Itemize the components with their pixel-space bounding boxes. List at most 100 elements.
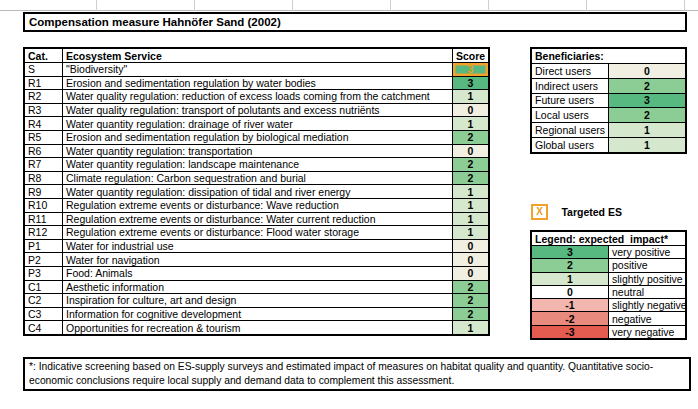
cat-cell[interactable]: R5 — [24, 130, 63, 144]
legend-row: 3very positive — [531, 246, 686, 259]
legend-label-cell[interactable]: neutral — [609, 285, 687, 298]
score-cell[interactable]: 3 — [453, 76, 490, 90]
cat-cell[interactable]: R1 — [24, 76, 63, 90]
service-cell[interactable]: Erosion and sedimentation regulation by … — [63, 130, 453, 144]
beneficiary-score-cell[interactable]: 0 — [609, 64, 687, 79]
legend-title[interactable]: Legend: expected impact* — [531, 231, 686, 246]
cat-cell[interactable]: R3 — [24, 103, 63, 117]
service-cell[interactable]: Erosion and sedimentation regulation by … — [63, 76, 453, 90]
score-cell[interactable]: 1 — [453, 212, 490, 226]
service-cell[interactable]: Inspiration for culture, art and design — [63, 294, 453, 308]
score-cell[interactable]: 2 — [453, 130, 490, 144]
col-header-service[interactable]: Ecosystem Service — [63, 48, 453, 63]
col-header-cat[interactable]: Cat. — [24, 48, 63, 63]
cat-cell[interactable]: R9 — [24, 185, 63, 199]
service-cell[interactable]: Information for cognitive development — [63, 307, 453, 321]
cat-cell[interactable]: C2 — [24, 294, 63, 308]
beneficiaries-title[interactable]: Beneficiaries: — [531, 48, 686, 64]
score-cell[interactable]: 1 — [453, 90, 490, 104]
score-cell[interactable]: 1 — [453, 185, 490, 199]
service-cell[interactable]: Water quantity regulation: landscape mai… — [63, 158, 453, 172]
cat-cell[interactable]: R6 — [24, 144, 63, 158]
score-cell[interactable]: 0 — [453, 144, 490, 158]
score-cell[interactable]: 2 — [453, 294, 490, 308]
service-cell[interactable]: Regulation extreme events or disturbance… — [63, 198, 453, 212]
score-cell[interactable]: 0 — [453, 253, 490, 267]
service-cell[interactable]: Water quantity regulation: drainage of r… — [63, 117, 453, 131]
beneficiary-label-cell[interactable]: Future users — [531, 93, 609, 108]
cat-cell[interactable]: R2 — [24, 90, 63, 104]
service-cell[interactable]: Water quantity regulation: dissipation o… — [63, 185, 453, 199]
service-cell[interactable]: Opportunities for recreation & tourism — [63, 321, 453, 335]
score-cell[interactable]: 2 — [453, 307, 490, 321]
score-cell[interactable]: 0 — [453, 239, 490, 253]
beneficiary-label-cell[interactable]: Direct users — [531, 64, 609, 79]
title-box[interactable]: Compensation measure Hahnöfer Sand (2002… — [23, 12, 687, 32]
cat-cell[interactable]: R7 — [24, 158, 63, 172]
service-cell[interactable]: Aesthetic information — [63, 280, 453, 294]
score-cell[interactable]: 2 — [453, 171, 490, 185]
legend-value-chip[interactable]: -2 — [531, 312, 609, 325]
score-cell[interactable]: 1 — [453, 117, 490, 131]
legend-label-cell[interactable]: slightly positive — [609, 272, 687, 285]
service-cell[interactable]: Food: Animals — [63, 266, 453, 280]
score-cell[interactable]: 3 — [453, 63, 490, 77]
beneficiaries-table: Beneficiaries: Direct users0Indirect use… — [530, 47, 687, 154]
beneficiary-score-cell[interactable]: 2 — [609, 78, 687, 93]
cat-cell[interactable]: R12 — [24, 226, 63, 240]
table-row: C4Opportunities for recreation & tourism… — [24, 321, 489, 335]
table-row: R1Erosion and sedimentation regulation b… — [24, 76, 489, 90]
score-cell[interactable]: 0 — [453, 266, 490, 280]
legend-value-chip[interactable]: 1 — [531, 272, 609, 285]
beneficiary-score-cell[interactable]: 1 — [609, 137, 687, 152]
table-row: C2Inspiration for culture, art and desig… — [24, 294, 489, 308]
beneficiary-label-cell[interactable]: Regional users — [531, 123, 609, 138]
cat-cell[interactable]: R8 — [24, 171, 63, 185]
cat-cell[interactable]: P2 — [24, 253, 63, 267]
cat-cell[interactable]: C3 — [24, 307, 63, 321]
cat-cell[interactable]: R11 — [24, 212, 63, 226]
legend-label-cell[interactable]: slightly negative — [609, 299, 687, 312]
gridline-tick — [390, 0, 391, 11]
legend-value-chip[interactable]: 0 — [531, 285, 609, 298]
cat-cell[interactable]: R4 — [24, 117, 63, 131]
service-cell[interactable]: Water quality regulation: reduction of e… — [63, 90, 453, 104]
col-header-score[interactable]: Score — [453, 48, 490, 63]
score-cell[interactable]: 2 — [453, 158, 490, 172]
service-cell[interactable]: Water quality regulation: transport of p… — [63, 103, 453, 117]
beneficiary-label-cell[interactable]: Local users — [531, 108, 609, 123]
beneficiary-score-cell[interactable]: 1 — [609, 123, 687, 138]
legend-label-cell[interactable]: very positive — [609, 246, 687, 259]
cat-cell[interactable]: S — [24, 63, 63, 77]
cat-cell[interactable]: P3 — [24, 266, 63, 280]
service-cell[interactable]: Regulation extreme events or disturbance… — [63, 212, 453, 226]
beneficiary-label-cell[interactable]: Indirect users — [531, 78, 609, 93]
score-cell[interactable]: 1 — [453, 226, 490, 240]
legend-label-cell[interactable]: negative — [609, 312, 687, 325]
service-cell[interactable]: Regulation extreme events or disturbance… — [63, 226, 453, 240]
beneficiary-label-cell[interactable]: Global users — [531, 137, 609, 152]
score-cell[interactable]: 0 — [453, 103, 490, 117]
table-row: R2Water quality regulation: reduction of… — [24, 90, 489, 104]
legend-value-chip[interactable]: -3 — [531, 325, 609, 339]
legend-label-cell[interactable]: positive — [609, 259, 687, 272]
beneficiary-score-cell[interactable]: 2 — [609, 108, 687, 123]
service-cell[interactable]: Water quantity regulation: transportatio… — [63, 144, 453, 158]
legend-value-chip[interactable]: 3 — [531, 246, 609, 259]
cat-cell[interactable]: C4 — [24, 321, 63, 335]
legend-label-cell[interactable]: very negative — [609, 325, 687, 339]
beneficiary-score-cell[interactable]: 3 — [609, 93, 687, 108]
legend-value-chip[interactable]: -1 — [531, 299, 609, 312]
cat-cell[interactable]: C1 — [24, 280, 63, 294]
legend-value-chip[interactable]: 2 — [531, 259, 609, 272]
score-cell[interactable]: 1 — [453, 321, 490, 335]
score-cell[interactable]: 2 — [453, 280, 490, 294]
service-cell[interactable]: Water for industrial use — [63, 239, 453, 253]
service-cell[interactable]: "Biodiversity" — [63, 63, 453, 77]
service-cell[interactable]: Water for navigation — [63, 253, 453, 267]
score-cell[interactable]: 1 — [453, 198, 490, 212]
cat-cell[interactable]: R10 — [24, 198, 63, 212]
cat-cell[interactable]: P1 — [24, 239, 63, 253]
service-cell[interactable]: Climate regulation: Carbon sequestration… — [63, 171, 453, 185]
targeted-es-label: Targeted ES — [561, 206, 622, 218]
